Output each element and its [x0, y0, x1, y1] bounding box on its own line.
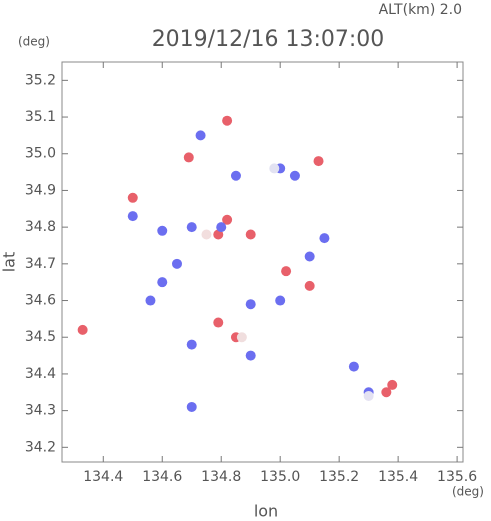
- echo-point: [157, 277, 168, 288]
- echo-point: [216, 222, 227, 233]
- x-tick-label: 135.0: [260, 469, 300, 485]
- echo-point: [381, 387, 392, 398]
- echo-point: [269, 163, 280, 174]
- y-tick-label: 34.4: [25, 366, 56, 382]
- echo-point: [363, 390, 374, 401]
- y-unit: (deg): [18, 35, 50, 49]
- plot-frame: [61, 61, 464, 463]
- echo-point: [245, 229, 256, 240]
- x-tick-label: 135.6: [437, 469, 477, 485]
- echo-point: [127, 211, 138, 222]
- echo-point: [304, 280, 315, 291]
- echo-point: [222, 214, 233, 225]
- y-tick-label: 35.1: [25, 109, 56, 125]
- echo-point: [313, 156, 324, 167]
- x-tick-label: 134.4: [83, 469, 123, 485]
- y-tick-label: 34.5: [25, 329, 56, 345]
- echo-point: [145, 295, 156, 306]
- x-unit: (deg): [452, 485, 484, 499]
- echo-point: [77, 324, 88, 335]
- y-tick-label: 35.2: [25, 72, 56, 88]
- echo-point: [275, 295, 286, 306]
- x-tick-label: 134.8: [201, 469, 241, 485]
- echo-point: [319, 233, 330, 244]
- echo-point: [289, 170, 300, 181]
- y-tick-label: 34.9: [25, 182, 56, 198]
- y-tick-label: 34.2: [25, 439, 56, 455]
- echo-point: [245, 350, 256, 361]
- x-tick-label: 135.4: [378, 469, 418, 485]
- y-tick-label: 34.7: [25, 256, 56, 272]
- altitude-label: ALT(km) 2.0: [379, 2, 462, 18]
- echo-point: [348, 361, 359, 372]
- echo-point: [186, 222, 197, 233]
- echo-point: [245, 299, 256, 310]
- y-tick-label: 34.3: [25, 403, 56, 419]
- echo-point: [387, 379, 398, 390]
- echo-point: [213, 317, 224, 328]
- echo-point: [304, 251, 315, 262]
- echo-point: [222, 115, 233, 126]
- echo-point: [186, 401, 197, 412]
- y-axis-label: lat: [0, 252, 19, 273]
- y-tick-label: 35.0: [25, 146, 56, 162]
- chart-title: 2019/12/16 13:07:00: [152, 27, 385, 52]
- echo-point: [195, 130, 206, 141]
- x-axis-label: lon: [254, 502, 278, 521]
- echo-point: [236, 332, 247, 343]
- echo-point: [281, 266, 292, 277]
- echo-point: [201, 229, 212, 240]
- echo-point: [183, 152, 194, 163]
- echo-point: [127, 192, 138, 203]
- y-tick-label: 34.8: [25, 219, 56, 235]
- echo-point: [186, 339, 197, 350]
- echo-point: [230, 170, 241, 181]
- x-tick-label: 135.2: [319, 469, 359, 485]
- echo-point: [171, 258, 182, 269]
- x-tick-label: 134.6: [142, 469, 182, 485]
- y-tick-label: 34.6: [25, 293, 56, 309]
- echo-point: [157, 225, 168, 236]
